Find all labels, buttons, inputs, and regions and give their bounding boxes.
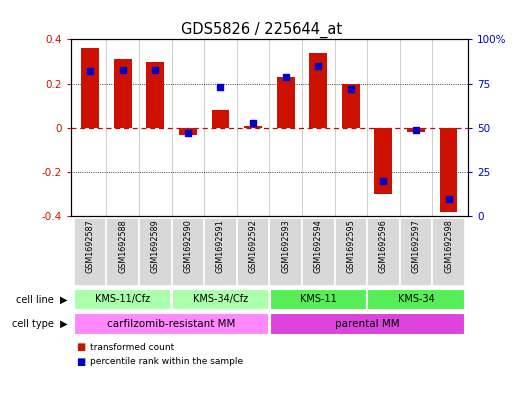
Bar — [114, 59, 132, 128]
Point — [151, 66, 160, 73]
Point — [119, 66, 127, 73]
Bar — [439, 128, 458, 212]
Text: KMS-11: KMS-11 — [300, 294, 337, 304]
Point — [86, 68, 94, 75]
FancyBboxPatch shape — [432, 218, 465, 286]
Bar — [81, 48, 99, 128]
Bar — [179, 128, 197, 134]
Text: GSM1692597: GSM1692597 — [412, 220, 420, 274]
Text: GSM1692596: GSM1692596 — [379, 220, 388, 274]
FancyBboxPatch shape — [302, 218, 335, 286]
Text: KMS-34: KMS-34 — [397, 294, 434, 304]
Text: GSM1692587: GSM1692587 — [86, 220, 95, 274]
Text: ■: ■ — [76, 357, 85, 367]
FancyBboxPatch shape — [74, 288, 171, 310]
Bar — [342, 84, 360, 128]
Point — [281, 73, 290, 80]
FancyBboxPatch shape — [270, 288, 367, 310]
FancyBboxPatch shape — [368, 288, 464, 310]
Text: KMS-11/Cfz: KMS-11/Cfz — [95, 294, 150, 304]
Text: parental MM: parental MM — [335, 319, 400, 329]
FancyBboxPatch shape — [400, 218, 432, 286]
Text: cell type  ▶: cell type ▶ — [13, 319, 68, 329]
FancyBboxPatch shape — [367, 218, 400, 286]
Text: KMS-34/Cfz: KMS-34/Cfz — [193, 294, 248, 304]
FancyBboxPatch shape — [172, 288, 269, 310]
Point — [347, 86, 355, 92]
Text: GSM1692594: GSM1692594 — [314, 220, 323, 274]
FancyBboxPatch shape — [237, 218, 269, 286]
FancyBboxPatch shape — [107, 218, 139, 286]
Point — [184, 130, 192, 136]
Text: GSM1692595: GSM1692595 — [346, 220, 355, 274]
Bar — [244, 126, 262, 128]
Text: GDS5826 / 225644_at: GDS5826 / 225644_at — [181, 21, 342, 37]
Point — [379, 178, 388, 184]
Point — [249, 119, 257, 126]
Text: GSM1692590: GSM1692590 — [184, 220, 192, 274]
Text: percentile rank within the sample: percentile rank within the sample — [90, 357, 244, 366]
Point — [217, 84, 225, 90]
FancyBboxPatch shape — [204, 218, 237, 286]
FancyBboxPatch shape — [74, 314, 269, 335]
Text: GSM1692589: GSM1692589 — [151, 220, 160, 274]
Bar — [277, 77, 294, 128]
FancyBboxPatch shape — [74, 218, 107, 286]
FancyBboxPatch shape — [139, 218, 172, 286]
Point — [445, 196, 453, 202]
Text: GSM1692592: GSM1692592 — [248, 220, 257, 274]
Bar — [309, 53, 327, 128]
Text: GSM1692591: GSM1692591 — [216, 220, 225, 274]
Bar — [211, 110, 230, 128]
Bar — [146, 62, 164, 128]
FancyBboxPatch shape — [172, 218, 204, 286]
Text: cell line  ▶: cell line ▶ — [17, 294, 68, 304]
Point — [314, 63, 322, 69]
FancyBboxPatch shape — [270, 314, 464, 335]
Bar — [374, 128, 392, 194]
Text: transformed count: transformed count — [90, 343, 175, 352]
Text: GSM1692598: GSM1692598 — [444, 220, 453, 274]
Bar — [407, 128, 425, 132]
Point — [412, 127, 420, 133]
FancyBboxPatch shape — [335, 218, 367, 286]
Text: GSM1692588: GSM1692588 — [118, 220, 127, 273]
FancyBboxPatch shape — [269, 218, 302, 286]
Text: GSM1692593: GSM1692593 — [281, 220, 290, 274]
Text: ■: ■ — [76, 342, 85, 352]
Text: carfilzomib-resistant MM: carfilzomib-resistant MM — [107, 319, 236, 329]
